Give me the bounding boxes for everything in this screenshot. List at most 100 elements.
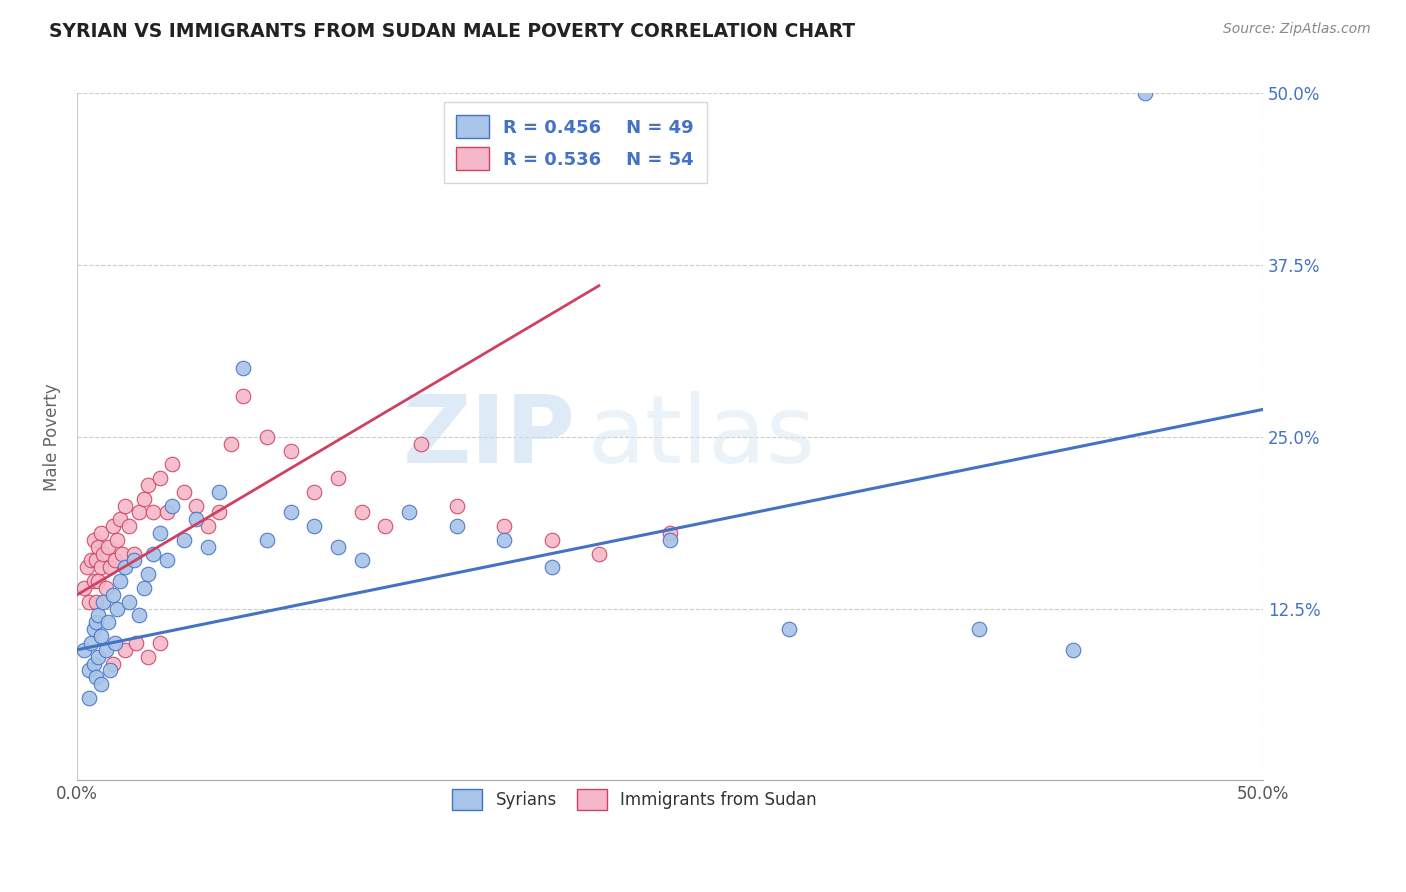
Point — [97, 615, 120, 630]
Point — [280, 443, 302, 458]
Point — [136, 478, 159, 492]
Point — [398, 505, 420, 519]
Point — [87, 649, 110, 664]
Point — [98, 560, 121, 574]
Point — [136, 649, 159, 664]
Point — [778, 622, 800, 636]
Point — [173, 484, 195, 499]
Point — [83, 657, 105, 671]
Point — [128, 608, 150, 623]
Point — [304, 519, 326, 533]
Point — [87, 608, 110, 623]
Point — [350, 505, 373, 519]
Point — [304, 484, 326, 499]
Point — [80, 553, 103, 567]
Text: SYRIAN VS IMMIGRANTS FROM SUDAN MALE POVERTY CORRELATION CHART: SYRIAN VS IMMIGRANTS FROM SUDAN MALE POV… — [49, 22, 855, 41]
Point — [84, 553, 107, 567]
Point — [446, 499, 468, 513]
Point — [494, 533, 516, 547]
Point — [90, 526, 112, 541]
Point — [156, 553, 179, 567]
Point — [197, 540, 219, 554]
Point — [136, 567, 159, 582]
Point — [108, 512, 131, 526]
Point — [104, 636, 127, 650]
Point — [94, 581, 117, 595]
Point — [87, 574, 110, 588]
Point — [84, 670, 107, 684]
Point — [326, 540, 349, 554]
Point — [160, 458, 183, 472]
Point — [107, 533, 129, 547]
Point — [142, 505, 165, 519]
Point — [83, 533, 105, 547]
Point — [90, 629, 112, 643]
Point — [446, 519, 468, 533]
Point — [659, 533, 682, 547]
Point — [160, 499, 183, 513]
Point — [108, 574, 131, 588]
Point — [87, 540, 110, 554]
Point — [132, 581, 155, 595]
Point — [84, 595, 107, 609]
Point — [80, 636, 103, 650]
Point — [77, 595, 100, 609]
Point — [280, 505, 302, 519]
Point — [494, 519, 516, 533]
Point — [197, 519, 219, 533]
Text: ZIP: ZIP — [402, 391, 575, 483]
Point — [122, 553, 145, 567]
Point — [128, 505, 150, 519]
Point — [132, 491, 155, 506]
Point — [73, 642, 96, 657]
Point — [104, 553, 127, 567]
Text: Source: ZipAtlas.com: Source: ZipAtlas.com — [1223, 22, 1371, 37]
Point — [232, 389, 254, 403]
Point — [149, 471, 172, 485]
Point — [208, 505, 231, 519]
Point — [90, 560, 112, 574]
Point — [184, 499, 207, 513]
Point — [97, 540, 120, 554]
Point — [232, 361, 254, 376]
Point — [1062, 642, 1084, 657]
Point — [111, 547, 134, 561]
Point — [90, 677, 112, 691]
Y-axis label: Male Poverty: Male Poverty — [44, 383, 60, 491]
Point — [142, 547, 165, 561]
Point — [173, 533, 195, 547]
Point — [208, 484, 231, 499]
Point — [125, 636, 148, 650]
Point — [91, 595, 114, 609]
Point — [149, 526, 172, 541]
Point — [1133, 87, 1156, 101]
Point — [77, 664, 100, 678]
Point — [77, 690, 100, 705]
Point — [94, 642, 117, 657]
Point — [588, 547, 610, 561]
Point — [540, 560, 562, 574]
Point — [84, 615, 107, 630]
Point — [83, 574, 105, 588]
Point — [91, 547, 114, 561]
Point — [659, 526, 682, 541]
Text: atlas: atlas — [588, 391, 815, 483]
Point — [149, 636, 172, 650]
Point — [73, 581, 96, 595]
Point — [98, 664, 121, 678]
Point — [374, 519, 396, 533]
Point — [114, 499, 136, 513]
Point — [101, 588, 124, 602]
Point — [350, 553, 373, 567]
Point — [184, 512, 207, 526]
Point — [156, 505, 179, 519]
Point — [114, 642, 136, 657]
Point — [540, 533, 562, 547]
Point — [118, 519, 141, 533]
Point — [101, 519, 124, 533]
Point — [118, 595, 141, 609]
Point — [83, 622, 105, 636]
Legend: Syrians, Immigrants from Sudan: Syrians, Immigrants from Sudan — [439, 775, 830, 823]
Point — [101, 657, 124, 671]
Point — [122, 547, 145, 561]
